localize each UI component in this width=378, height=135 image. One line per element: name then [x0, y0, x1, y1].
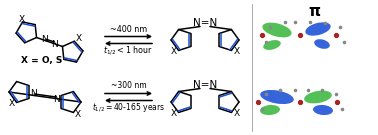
Text: π: π — [308, 4, 320, 19]
Text: X: X — [233, 109, 240, 118]
Text: N: N — [51, 40, 58, 49]
Text: N: N — [30, 90, 37, 99]
Text: N: N — [53, 95, 60, 104]
Text: ~300 nm: ~300 nm — [111, 82, 146, 90]
Ellipse shape — [313, 105, 333, 115]
Ellipse shape — [260, 105, 280, 115]
Ellipse shape — [263, 40, 281, 50]
Text: N=N: N=N — [193, 80, 217, 90]
Text: X: X — [75, 34, 81, 43]
Ellipse shape — [305, 22, 331, 36]
Text: X: X — [170, 48, 177, 56]
Text: X: X — [8, 99, 15, 108]
Ellipse shape — [314, 39, 330, 49]
Ellipse shape — [262, 23, 291, 37]
Ellipse shape — [304, 91, 332, 103]
Text: X: X — [233, 48, 240, 56]
Text: X: X — [19, 15, 25, 24]
Ellipse shape — [260, 90, 294, 104]
Text: X: X — [74, 110, 81, 119]
Text: X = O, S: X = O, S — [21, 57, 63, 65]
Text: X: X — [170, 109, 177, 118]
Text: N: N — [41, 35, 48, 44]
Text: N=N: N=N — [193, 18, 217, 28]
Text: $t_{1/2} < 1\ \mathrm{hour}$: $t_{1/2} < 1\ \mathrm{hour}$ — [104, 45, 153, 57]
Text: ~400 nm: ~400 nm — [110, 24, 147, 33]
Text: $t_{1/2} = 40\text{-}165\ \mathrm{years}$: $t_{1/2} = 40\text{-}165\ \mathrm{years}… — [92, 102, 165, 114]
